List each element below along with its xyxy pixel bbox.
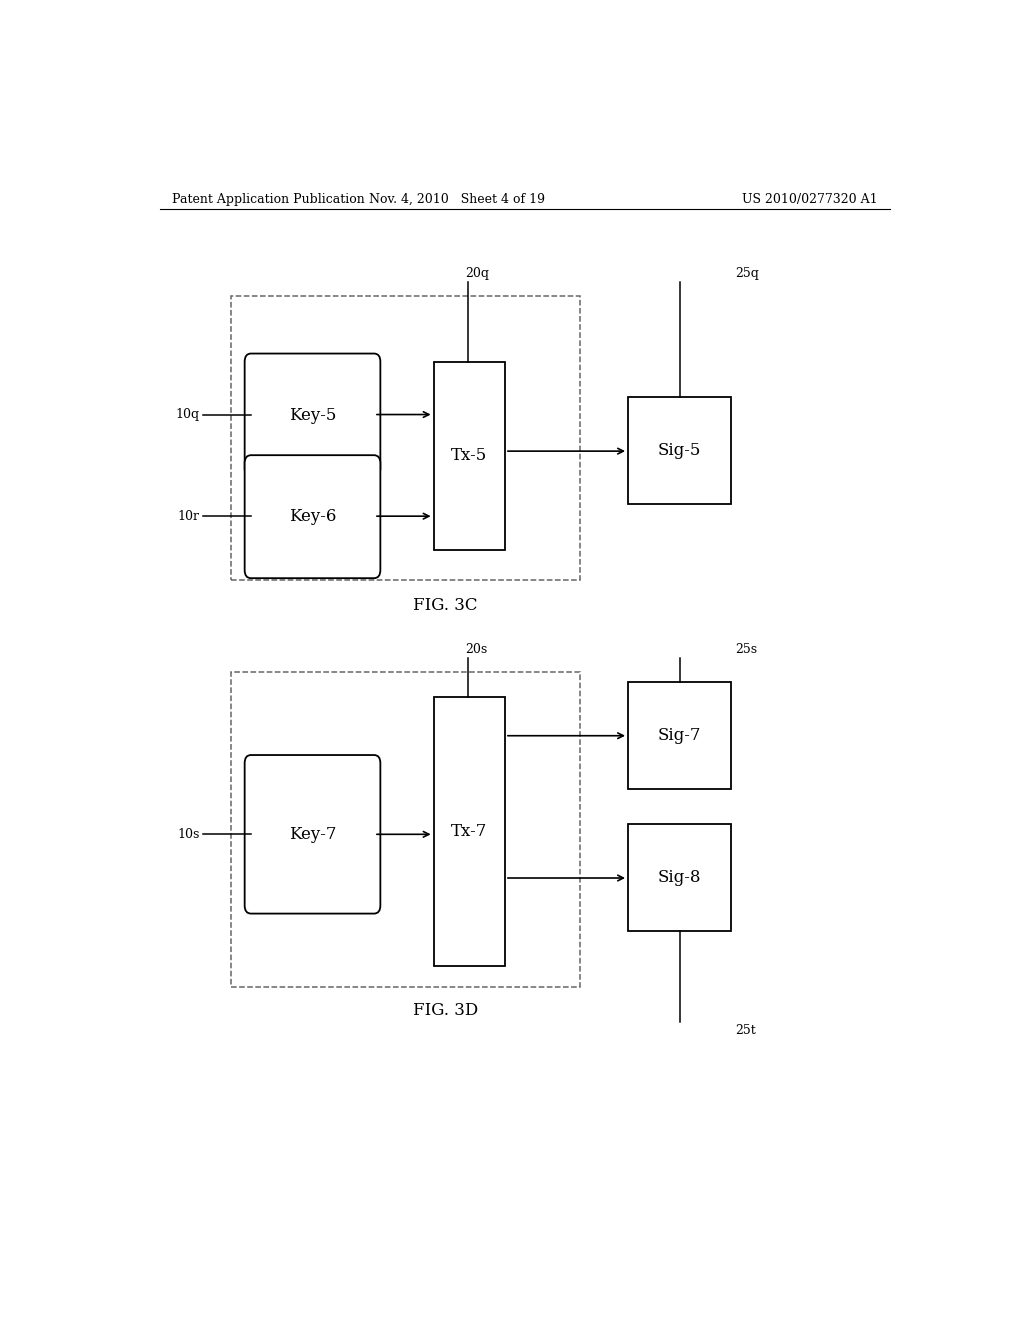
Bar: [628, 397, 731, 504]
Text: 20q: 20q: [465, 268, 489, 280]
Text: FIG. 3D: FIG. 3D: [413, 1002, 478, 1019]
Text: Tx-7: Tx-7: [451, 824, 487, 841]
Text: US 2010/0277320 A1: US 2010/0277320 A1: [742, 193, 878, 206]
Text: 25t: 25t: [735, 1024, 756, 1038]
Text: Sig-5: Sig-5: [657, 442, 701, 459]
Bar: [628, 824, 731, 931]
Bar: [231, 296, 581, 581]
Text: Sig-7: Sig-7: [657, 727, 701, 743]
FancyBboxPatch shape: [245, 354, 380, 477]
Text: Key-5: Key-5: [289, 407, 336, 424]
Text: 10s: 10s: [177, 828, 200, 841]
Text: Key-6: Key-6: [289, 508, 336, 525]
Text: 20s: 20s: [465, 643, 487, 656]
FancyBboxPatch shape: [245, 455, 380, 578]
Bar: [628, 682, 731, 788]
Bar: [433, 362, 505, 549]
Text: Key-7: Key-7: [289, 826, 336, 842]
Text: 10q: 10q: [175, 408, 200, 421]
Text: Sig-8: Sig-8: [657, 869, 701, 886]
Text: Patent Application Publication: Patent Application Publication: [172, 193, 365, 206]
Text: 25q: 25q: [735, 268, 759, 280]
Text: Tx-5: Tx-5: [452, 447, 487, 465]
FancyBboxPatch shape: [245, 755, 380, 913]
Bar: [231, 672, 581, 987]
Text: Nov. 4, 2010   Sheet 4 of 19: Nov. 4, 2010 Sheet 4 of 19: [370, 193, 546, 206]
Text: 25s: 25s: [735, 643, 757, 656]
Text: 10r: 10r: [177, 510, 200, 523]
Text: FIG. 3C: FIG. 3C: [414, 597, 477, 614]
Bar: [433, 697, 505, 966]
